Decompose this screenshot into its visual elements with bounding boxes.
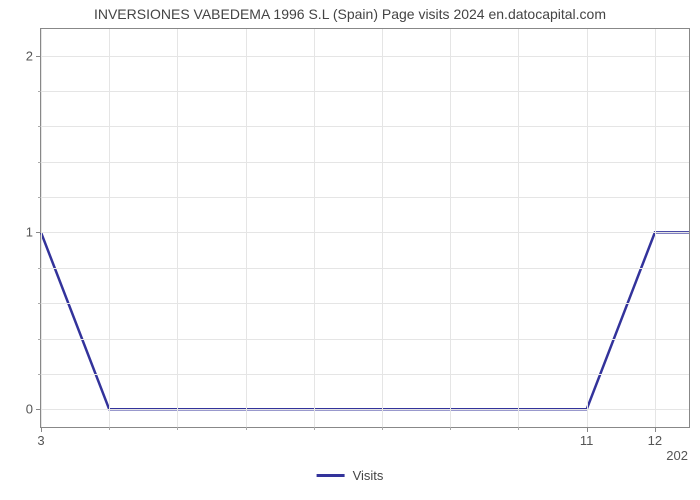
gridline-horizontal-minor (41, 339, 689, 340)
gridline-horizontal-minor (41, 91, 689, 92)
gridline-vertical (382, 29, 383, 427)
chart-title: INVERSIONES VABEDEMA 1996 S.L (Spain) Pa… (0, 6, 700, 22)
y-tick-label: 1 (26, 225, 41, 240)
gridline-horizontal-minor (41, 197, 689, 198)
gridline-horizontal-minor (41, 268, 689, 269)
y-tick-label: 0 (26, 402, 41, 417)
chart-container: INVERSIONES VABEDEMA 1996 S.L (Spain) Pa… (0, 0, 700, 500)
legend: Visits (317, 468, 384, 483)
gridline-horizontal-minor (41, 303, 689, 304)
gridline-vertical (450, 29, 451, 427)
y-minor-tick (38, 91, 41, 92)
gridline-vertical (655, 29, 656, 427)
x-axis-sublabel: 202 (40, 426, 688, 463)
y-minor-tick (38, 339, 41, 340)
y-minor-tick (38, 268, 41, 269)
gridline-horizontal (41, 56, 689, 57)
gridline-vertical (518, 29, 519, 427)
visits-line (41, 232, 689, 409)
gridline-vertical (41, 29, 42, 427)
y-tick-label: 2 (26, 48, 41, 63)
gridline-vertical (314, 29, 315, 427)
y-minor-tick (38, 126, 41, 127)
gridline-horizontal (41, 232, 689, 233)
y-minor-tick (38, 162, 41, 163)
gridline-horizontal-minor (41, 374, 689, 375)
gridline-horizontal (41, 409, 689, 410)
legend-swatch (317, 474, 345, 477)
gridline-horizontal-minor (41, 162, 689, 163)
gridline-vertical (246, 29, 247, 427)
gridline-vertical (587, 29, 588, 427)
line-series (41, 29, 689, 427)
gridline-horizontal-minor (41, 126, 689, 127)
gridline-vertical (109, 29, 110, 427)
legend-label: Visits (353, 468, 384, 483)
y-minor-tick (38, 374, 41, 375)
y-minor-tick (38, 303, 41, 304)
gridline-vertical (177, 29, 178, 427)
plot-area: 31112012 (40, 28, 690, 428)
y-minor-tick (38, 197, 41, 198)
